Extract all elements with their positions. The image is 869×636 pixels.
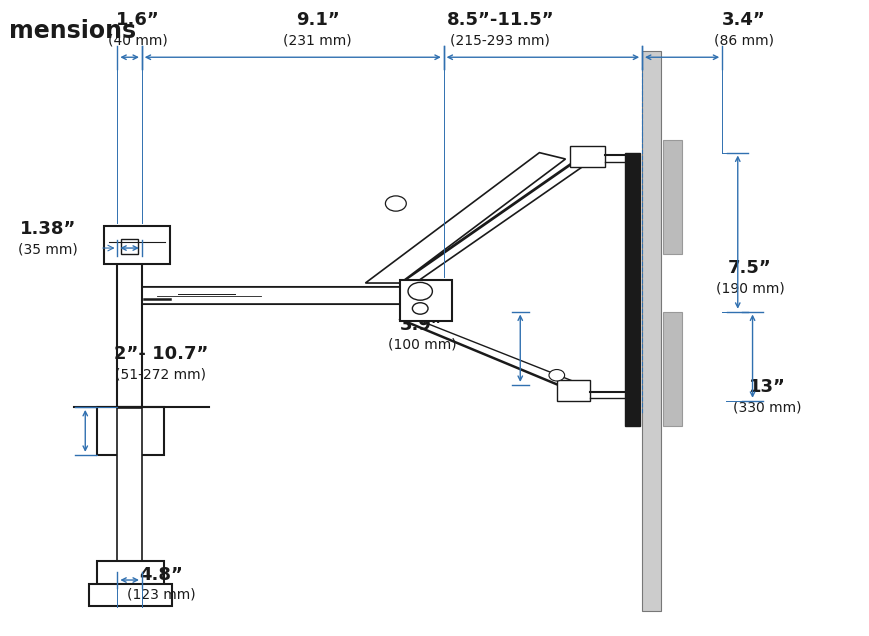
Text: (40 mm): (40 mm) <box>108 33 167 47</box>
Text: (215-293 mm): (215-293 mm) <box>450 33 549 47</box>
Polygon shape <box>142 287 426 304</box>
FancyBboxPatch shape <box>117 254 142 407</box>
Text: 2”- 10.7”: 2”- 10.7” <box>114 345 208 363</box>
FancyBboxPatch shape <box>121 238 138 254</box>
FancyBboxPatch shape <box>104 226 169 264</box>
Circle shape <box>385 196 406 211</box>
Text: 9.1”: 9.1” <box>295 11 339 29</box>
FancyBboxPatch shape <box>624 153 640 426</box>
FancyBboxPatch shape <box>662 312 681 426</box>
Text: 3.4”: 3.4” <box>721 11 765 29</box>
Text: (51-272 mm): (51-272 mm) <box>116 368 206 382</box>
Text: (190 mm): (190 mm) <box>714 281 784 295</box>
Text: 7.5”: 7.5” <box>727 259 771 277</box>
Text: (330 mm): (330 mm) <box>733 400 800 414</box>
Text: 1.6”: 1.6” <box>116 11 159 29</box>
Text: 13”: 13” <box>748 378 785 396</box>
Text: (123 mm): (123 mm) <box>127 588 195 602</box>
FancyBboxPatch shape <box>641 51 660 611</box>
Text: 3.9”: 3.9” <box>400 316 443 334</box>
Circle shape <box>412 303 428 314</box>
FancyBboxPatch shape <box>400 280 452 321</box>
Circle shape <box>408 282 432 300</box>
Polygon shape <box>365 153 565 283</box>
Text: 4.8”: 4.8” <box>139 566 182 584</box>
FancyBboxPatch shape <box>97 407 163 455</box>
FancyBboxPatch shape <box>569 146 604 167</box>
FancyBboxPatch shape <box>89 584 172 606</box>
Text: mensions: mensions <box>9 19 136 43</box>
Circle shape <box>548 370 564 381</box>
Text: (86 mm): (86 mm) <box>713 33 773 47</box>
Text: 8.5”-11.5”: 8.5”-11.5” <box>446 11 554 29</box>
Text: 1.38”: 1.38” <box>20 221 76 238</box>
FancyBboxPatch shape <box>97 561 163 585</box>
Text: (100 mm): (100 mm) <box>388 338 455 352</box>
FancyBboxPatch shape <box>662 140 681 254</box>
FancyBboxPatch shape <box>556 380 589 401</box>
FancyBboxPatch shape <box>117 408 142 563</box>
Text: (35 mm): (35 mm) <box>18 243 77 257</box>
Text: (231 mm): (231 mm) <box>283 33 351 47</box>
